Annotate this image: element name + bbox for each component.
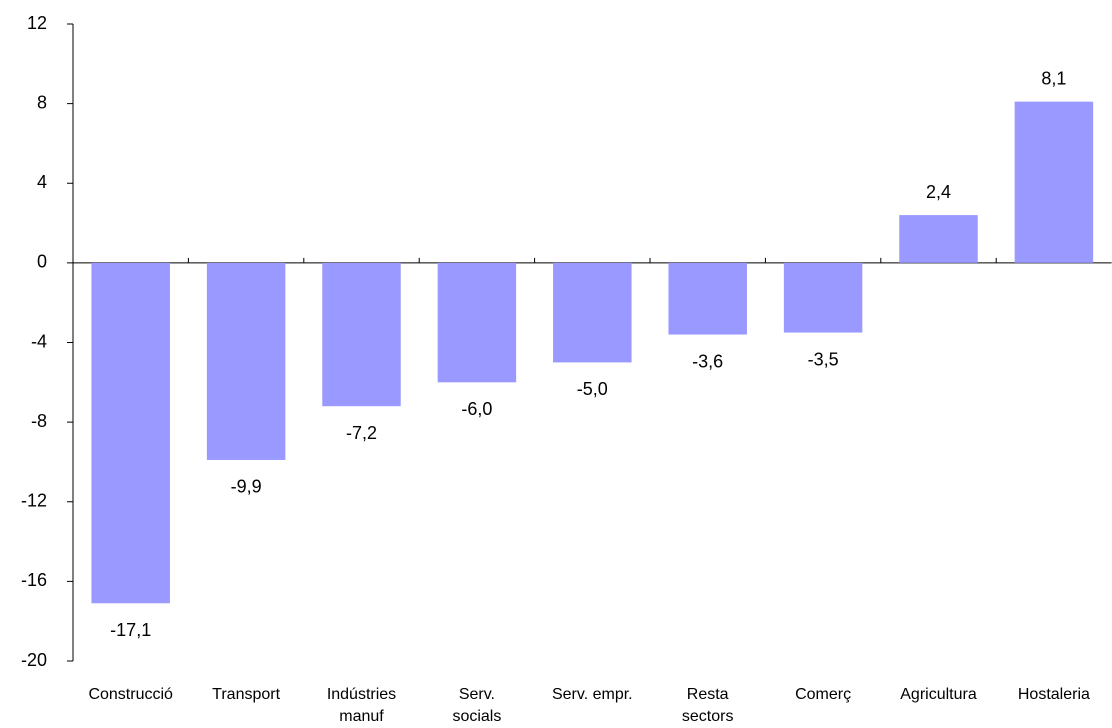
value-label: -5,0 xyxy=(577,379,608,399)
x-tick-label: Transport xyxy=(212,686,281,703)
value-label: -17,1 xyxy=(110,620,151,640)
y-tick-label: -12 xyxy=(21,491,47,511)
bar xyxy=(553,262,632,363)
bar xyxy=(783,262,863,333)
y-tick-label: 12 xyxy=(27,13,47,33)
x-tick-label: Serv. socials xyxy=(452,686,502,725)
value-label: -3,6 xyxy=(692,351,723,371)
y-tick-label: -20 xyxy=(21,650,47,670)
y-tick-label: -16 xyxy=(21,570,47,590)
y-tick-label: -8 xyxy=(31,411,47,431)
bar xyxy=(899,215,978,263)
value-label: -3,5 xyxy=(808,349,839,369)
y-tick-label: 0 xyxy=(37,252,47,272)
bar xyxy=(437,262,517,383)
bar xyxy=(322,262,401,407)
bar xyxy=(668,262,747,335)
value-label: -9,9 xyxy=(231,477,262,497)
x-tick-label: Serv. empr. xyxy=(551,686,633,703)
x-tick-label: Construcció xyxy=(88,686,173,703)
value-label: 8,1 xyxy=(1041,68,1066,88)
value-label: -7,2 xyxy=(346,423,377,443)
x-tick-label: Resta sectors xyxy=(681,686,734,725)
value-label: 2,4 xyxy=(926,182,951,202)
x-tick-label: Indústries manuf xyxy=(326,686,397,725)
bar xyxy=(91,262,170,604)
value-label: -6,0 xyxy=(461,399,492,419)
x-tick-label: Hostaleria xyxy=(1017,686,1090,703)
bar xyxy=(206,262,286,460)
x-tick-label: Agricultura xyxy=(900,686,977,703)
y-tick-label: -4 xyxy=(31,331,47,351)
x-tick-label: Comerç xyxy=(795,686,852,703)
y-tick-label: 4 xyxy=(37,172,47,192)
y-tick-label: 8 xyxy=(37,92,47,112)
bar xyxy=(1014,101,1094,263)
